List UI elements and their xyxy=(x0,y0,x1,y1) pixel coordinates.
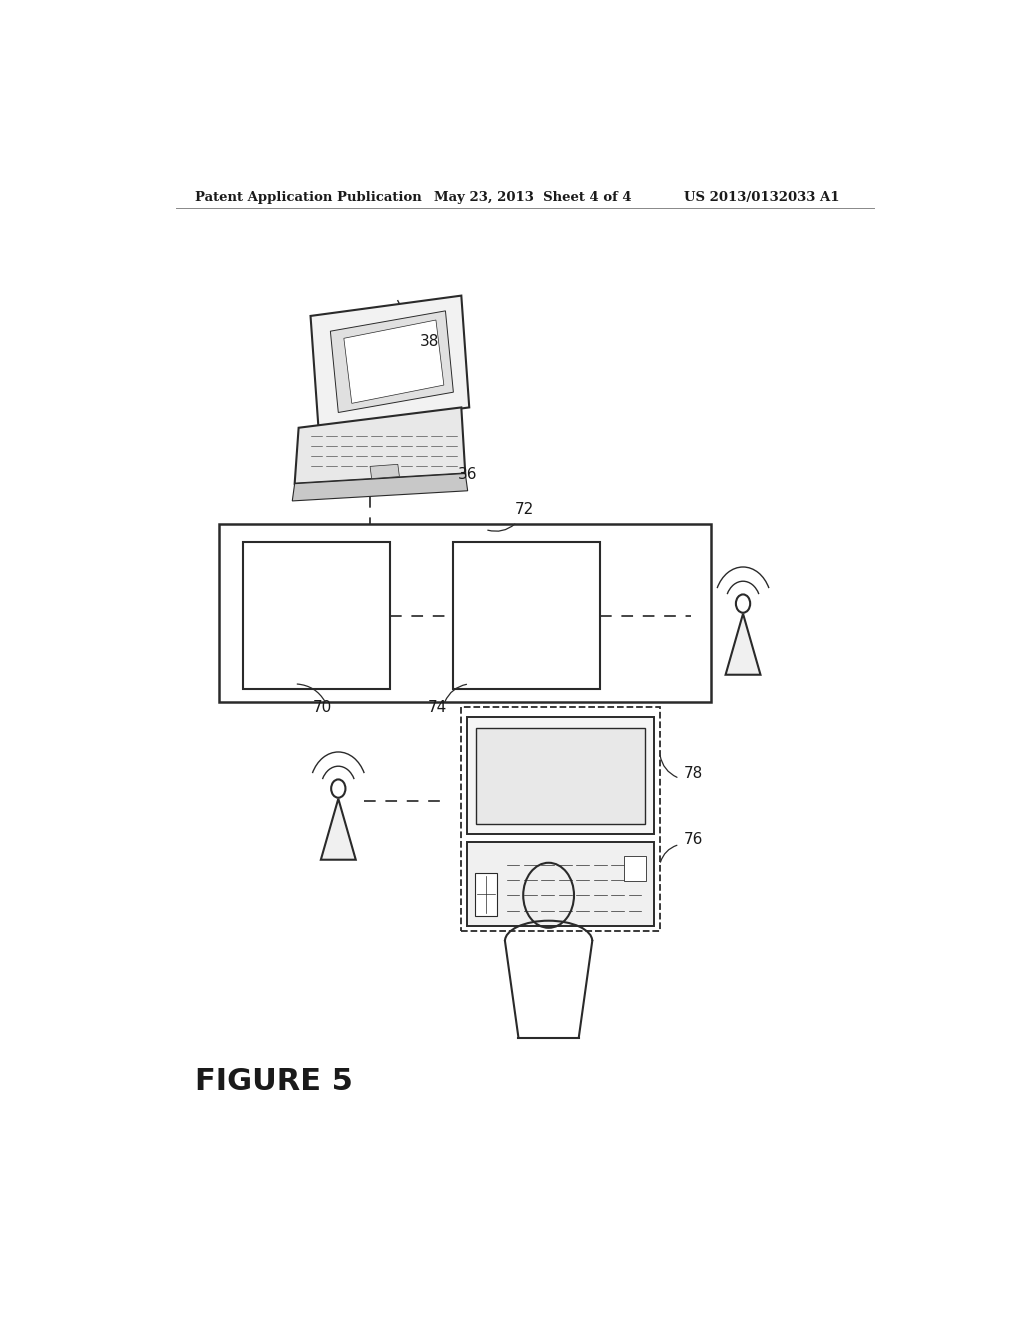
FancyArrowPatch shape xyxy=(660,756,677,777)
Polygon shape xyxy=(331,312,454,412)
Text: 76: 76 xyxy=(684,833,702,847)
Polygon shape xyxy=(344,319,443,404)
Bar xyxy=(467,718,654,834)
Polygon shape xyxy=(310,296,469,428)
Bar xyxy=(243,541,390,689)
FancyArrowPatch shape xyxy=(444,684,467,702)
Text: Patent Application Publication: Patent Application Publication xyxy=(196,190,422,203)
Text: 72: 72 xyxy=(515,502,535,517)
Polygon shape xyxy=(726,614,761,675)
Bar xyxy=(476,727,645,824)
Text: FIGURE 5: FIGURE 5 xyxy=(196,1068,353,1097)
FancyArrowPatch shape xyxy=(297,684,325,702)
Text: 38: 38 xyxy=(420,334,439,350)
Text: 74: 74 xyxy=(428,701,447,715)
Text: 36: 36 xyxy=(458,466,477,482)
FancyArrowPatch shape xyxy=(487,524,515,531)
Bar xyxy=(219,524,712,702)
Text: US 2013/0132033 A1: US 2013/0132033 A1 xyxy=(684,190,839,203)
Text: May 23, 2013  Sheet 4 of 4: May 23, 2013 Sheet 4 of 4 xyxy=(433,190,631,203)
Bar xyxy=(467,842,654,925)
FancyArrowPatch shape xyxy=(660,845,677,862)
Text: 78: 78 xyxy=(684,767,702,781)
Bar xyxy=(462,708,659,931)
Bar xyxy=(454,541,600,689)
Polygon shape xyxy=(370,465,399,479)
Polygon shape xyxy=(295,408,465,483)
Polygon shape xyxy=(292,474,468,500)
Bar xyxy=(475,873,497,916)
Text: 70: 70 xyxy=(312,701,332,715)
Polygon shape xyxy=(321,799,355,859)
Bar xyxy=(624,855,646,880)
